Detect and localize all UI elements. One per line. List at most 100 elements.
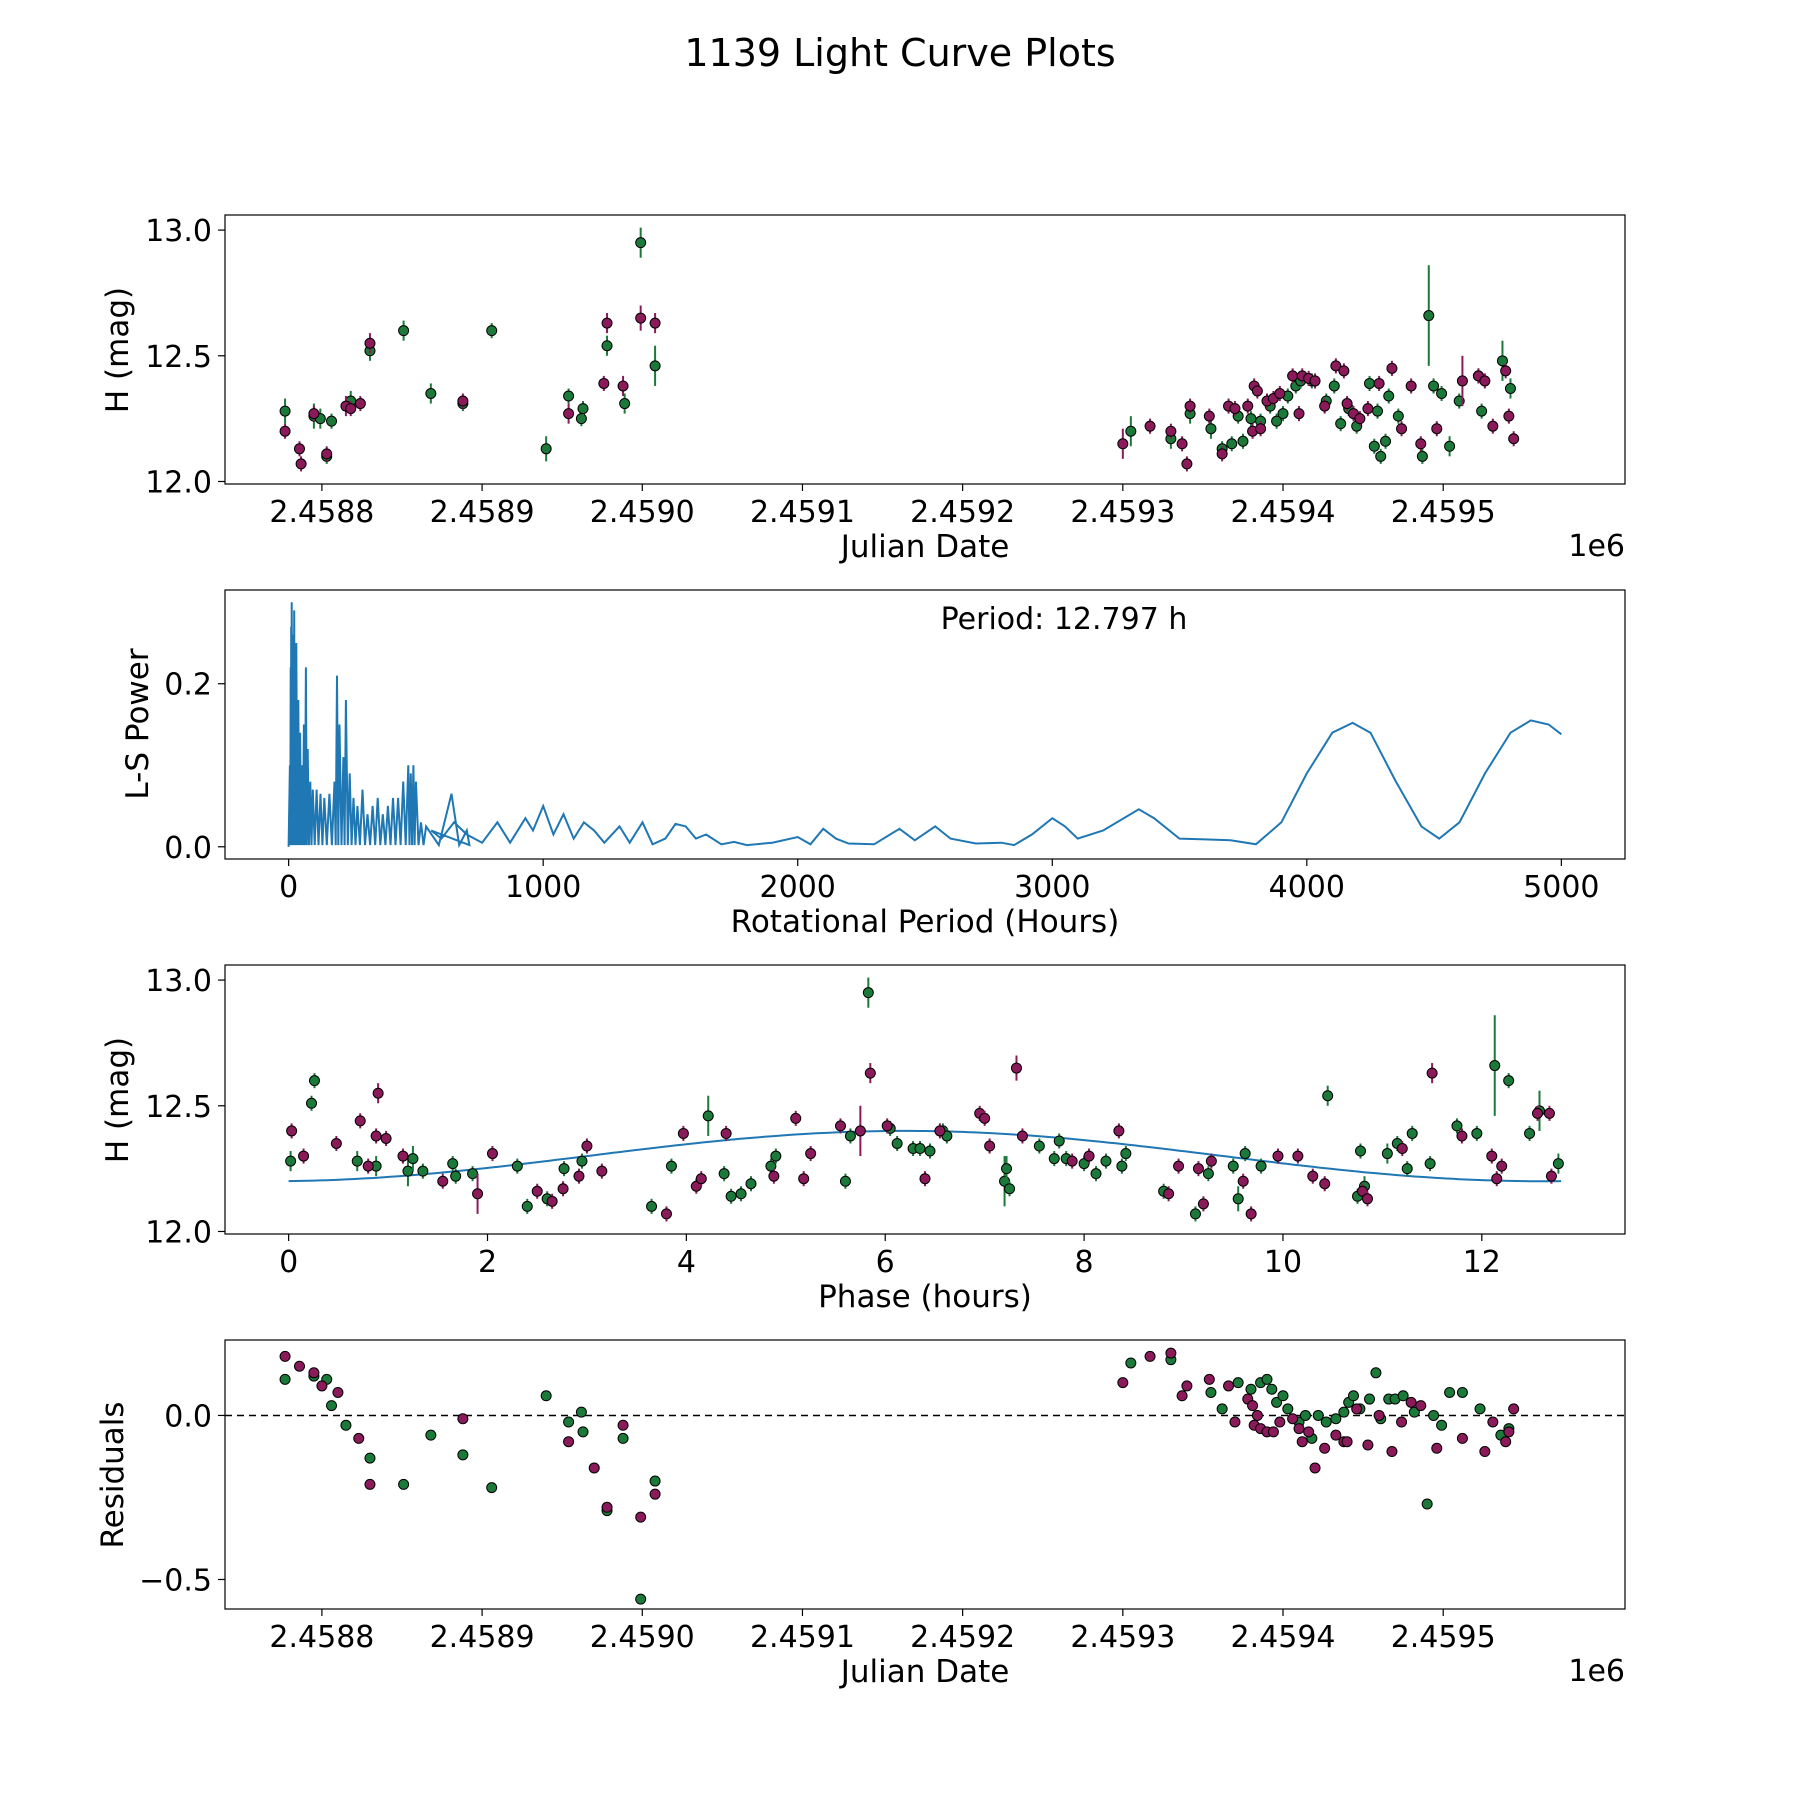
green-data-point	[1048, 1153, 1060, 1165]
green-data-point	[745, 1178, 757, 1190]
y-tick-label: 12.0	[145, 465, 212, 500]
raw-y-ticks: 12.0 12.5 13.0	[145, 214, 225, 500]
green-data-point	[1347, 1390, 1359, 1402]
green-data-point	[450, 1170, 462, 1182]
green-data-point	[351, 1155, 363, 1167]
magenta-data-point	[1181, 458, 1193, 470]
y-tick-label: 0.0	[164, 831, 212, 866]
green-data-point	[326, 1400, 338, 1412]
magenta-data-point	[635, 312, 647, 324]
magenta-data-point	[1405, 380, 1417, 392]
x-tick-label: 10	[1264, 1245, 1302, 1280]
green-data-point	[1202, 1168, 1214, 1180]
magenta-data-point	[472, 1188, 484, 1200]
green-data-point	[1116, 1160, 1128, 1172]
green-data-point	[1261, 1373, 1273, 1385]
magenta-data-point	[308, 408, 320, 420]
magenta-data-point	[695, 1173, 707, 1185]
green-data-point	[1232, 1193, 1244, 1205]
magenta-data-point	[1503, 410, 1515, 422]
magenta-data-point	[437, 1175, 449, 1187]
magenta-data-point	[635, 1511, 647, 1523]
magenta-data-point	[1341, 398, 1353, 410]
magenta-data-point	[397, 1150, 409, 1162]
green-data-point	[1245, 413, 1257, 425]
magenta-data-point	[1237, 1175, 1249, 1187]
magenta-data-point	[1255, 423, 1267, 435]
green-data-point	[1383, 390, 1395, 402]
magenta-data-point	[1205, 1155, 1217, 1167]
green-data-point	[1456, 1386, 1468, 1398]
green-data-point	[577, 403, 589, 415]
magenta-data-point	[1203, 1373, 1215, 1385]
magenta-data-point	[660, 1208, 672, 1220]
green-data-point	[617, 1432, 629, 1444]
green-data-point	[1381, 1148, 1393, 1160]
magenta-data-point	[563, 408, 575, 420]
green-data-point	[1328, 380, 1340, 392]
green-data-point	[646, 1200, 658, 1212]
magenta-data-point	[1016, 1130, 1028, 1142]
green-data-point	[770, 1150, 782, 1162]
x-tick-label: 2.4591	[750, 1620, 855, 1655]
magenta-data-point	[1456, 375, 1468, 387]
magenta-data-point	[588, 1462, 600, 1474]
green-data-point	[1406, 1127, 1418, 1139]
magenta-data-point	[1338, 365, 1350, 377]
green-data-point	[1423, 310, 1435, 322]
green-data-point	[1125, 425, 1137, 437]
green-data-point	[1552, 1158, 1564, 1170]
green-data-point	[1271, 1396, 1283, 1408]
magenta-data-point	[1396, 423, 1408, 435]
magenta-data-point	[354, 398, 366, 410]
green-data-point	[1277, 408, 1289, 420]
green-data-point	[521, 1200, 533, 1212]
green-data-point	[635, 237, 647, 249]
green-data-point	[1424, 1158, 1436, 1170]
raw-y-axis-label: H (mag)	[100, 287, 136, 413]
x-tick-label: 2.4589	[430, 495, 535, 530]
green-data-point	[402, 1165, 414, 1177]
x-tick-label: 8	[1075, 1245, 1094, 1280]
green-data-point	[1330, 1413, 1342, 1425]
residuals-x-axis-label: Julian Date	[839, 1654, 1010, 1690]
magenta-data-point	[1415, 1400, 1427, 1412]
green-data-point	[577, 1426, 589, 1438]
green-data-point	[1189, 1208, 1201, 1220]
periodogram-x-ticks: 0 1000 2000 3000 4000 5000	[279, 859, 1600, 905]
magenta-data-point	[1307, 1170, 1319, 1182]
green-data-point	[924, 1145, 936, 1157]
magenta-data-point	[984, 1140, 996, 1152]
magenta-data-point	[1292, 1150, 1304, 1162]
y-tick-label: 13.0	[145, 964, 212, 999]
magenta-data-point	[372, 1087, 384, 1099]
magenta-data-point	[1181, 1380, 1193, 1392]
magenta-data-point	[1373, 1409, 1385, 1421]
magenta-data-point	[1361, 1193, 1373, 1205]
magenta-data-point	[1431, 1442, 1443, 1454]
magenta-data-point	[1203, 410, 1215, 422]
green-data-point	[1004, 1183, 1016, 1195]
green-data-point	[511, 1160, 523, 1172]
green-data-point	[1338, 1406, 1350, 1418]
raw-x-axis-label: Julian Date	[839, 529, 1010, 565]
magenta-data-point	[1503, 1426, 1515, 1438]
magenta-data-point	[854, 1125, 866, 1137]
green-data-point	[1451, 1120, 1463, 1132]
magenta-data-point	[1272, 1150, 1284, 1162]
green-data-point	[340, 1419, 352, 1431]
magenta-data-point	[1330, 1429, 1342, 1441]
magenta-data-point	[1287, 370, 1299, 382]
green-data-point	[425, 1429, 437, 1441]
green-data-point	[326, 415, 338, 427]
x-tick-label: 2.4588	[269, 495, 374, 530]
green-data-point	[425, 387, 437, 399]
magenta-data-point	[1165, 425, 1177, 437]
magenta-data-point	[457, 1413, 469, 1425]
x-tick-label: 6	[876, 1245, 895, 1280]
phased-light-curve-panel: 0 2 4 6 8 10 12 12.0 12.5 13.0 Phase (hours) H (…	[100, 964, 1626, 1315]
green-data-point	[398, 325, 410, 337]
green-data-point	[417, 1165, 429, 1177]
magenta-data-point	[1303, 1426, 1315, 1438]
green-data-point	[1444, 1386, 1456, 1398]
